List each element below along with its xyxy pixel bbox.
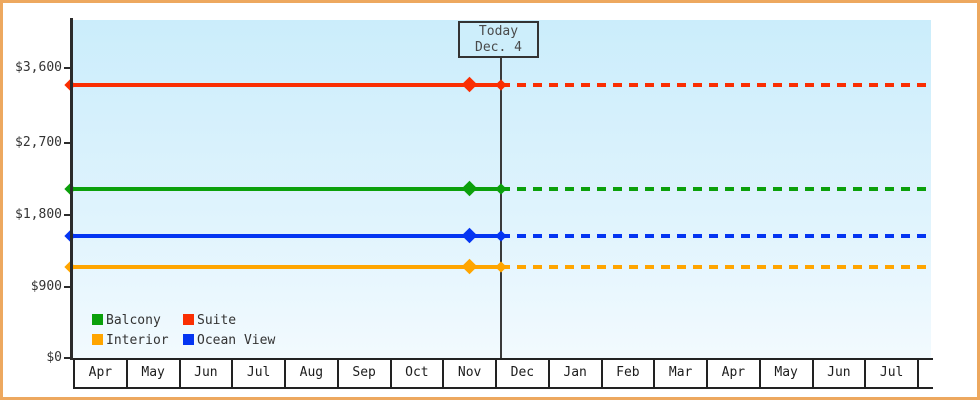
month-cell: May bbox=[125, 360, 179, 387]
month-cell: Nov bbox=[442, 360, 495, 387]
y-tick-label: $900 bbox=[30, 279, 62, 294]
legend-swatch-ocean-view bbox=[183, 334, 194, 345]
today-annotation-line1: Today bbox=[478, 24, 519, 39]
month-cell: Jul bbox=[864, 360, 917, 387]
y-tick bbox=[64, 214, 71, 216]
y-tick-label: $3,600 bbox=[15, 60, 62, 75]
y-tick bbox=[64, 286, 71, 288]
y-tick-label: $0 bbox=[46, 350, 62, 365]
legend-swatch-balcony bbox=[92, 314, 103, 325]
price-line-ocean-view-projected bbox=[501, 234, 931, 238]
month-cell: Feb bbox=[600, 360, 654, 387]
price-line-balcony bbox=[69, 187, 501, 191]
month-cell: Mar bbox=[653, 360, 706, 387]
month-cell: Oct bbox=[389, 360, 443, 387]
legend-label-interior: Interior bbox=[106, 333, 169, 348]
legend-label-balcony: Balcony bbox=[106, 313, 161, 328]
today-line bbox=[500, 57, 502, 358]
price-line-interior bbox=[69, 265, 501, 269]
y-axis bbox=[70, 18, 73, 360]
today-annotation-box: Today Dec. 4 bbox=[458, 21, 539, 58]
month-cell: Jun bbox=[811, 360, 865, 387]
price-line-interior-projected bbox=[501, 265, 931, 269]
month-cell: May bbox=[758, 360, 812, 387]
month-cell: Apr bbox=[706, 360, 759, 387]
today-annotation-line2: Dec. 4 bbox=[475, 40, 522, 55]
x-axis-month-row: Apr May Jun Jul Aug Sep Oct Nov Dec Jan … bbox=[73, 358, 933, 389]
month-cell: Aug bbox=[284, 360, 337, 387]
y-tick bbox=[64, 142, 71, 144]
price-line-balcony-projected bbox=[501, 187, 931, 191]
month-cell: Dec bbox=[495, 360, 548, 387]
legend-swatch-suite bbox=[183, 314, 194, 325]
month-cell: Jul bbox=[231, 360, 284, 387]
legend-label-suite: Suite bbox=[197, 313, 237, 328]
month-cell: Apr bbox=[73, 360, 126, 387]
legend-label-ocean-view: Ocean View bbox=[197, 333, 276, 348]
y-tick-label: $1,800 bbox=[15, 207, 62, 222]
month-cell: Jan bbox=[547, 360, 601, 387]
month-cell: Jun bbox=[178, 360, 232, 387]
y-tick bbox=[64, 357, 71, 359]
month-cell: Sep bbox=[336, 360, 390, 387]
legend-swatch-interior bbox=[92, 334, 103, 345]
price-line-suite bbox=[69, 83, 501, 87]
month-cell-empty bbox=[917, 360, 931, 387]
price-line-ocean-view bbox=[69, 234, 501, 238]
y-tick bbox=[64, 67, 71, 69]
price-line-suite-projected bbox=[501, 83, 931, 87]
y-tick-label: $2,700 bbox=[15, 135, 62, 150]
